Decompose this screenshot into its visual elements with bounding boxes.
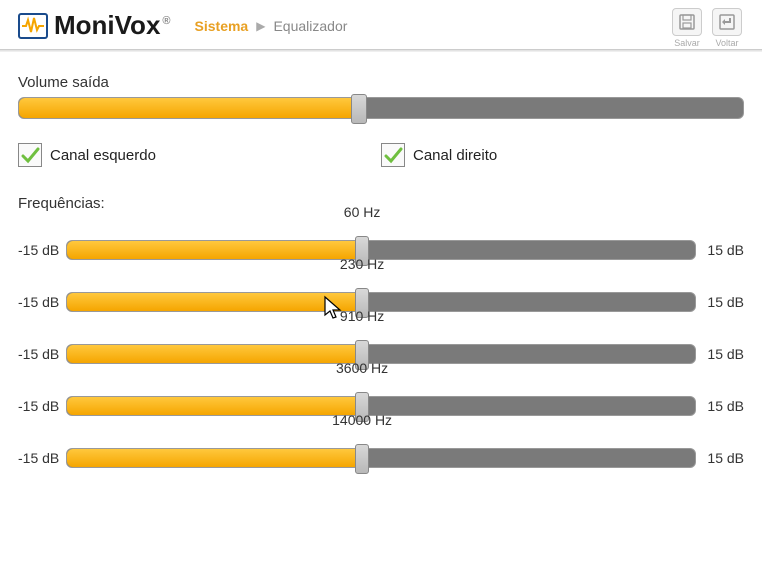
checkbox-right-channel[interactable]: Canal direito <box>381 143 744 167</box>
check-icon <box>383 145 403 165</box>
freq-fill <box>67 293 362 311</box>
back-icon <box>712 8 742 36</box>
brand-name: MoniVox <box>54 10 160 40</box>
freq-hz-label: 60 Hz <box>344 204 381 220</box>
header-actions: Salvar Voltar <box>670 8 744 48</box>
freq-row: 3600 Hz-15 dB15 dB <box>18 378 744 416</box>
breadcrumb-page: Equalizador <box>273 18 347 34</box>
breadcrumb-sep-icon: ▶ <box>256 19 265 33</box>
freq-max-db: 15 dB <box>696 242 744 258</box>
checkbox-right-box <box>381 143 405 167</box>
logo-text: MoniVox® <box>54 10 171 41</box>
logo: MoniVox® <box>18 10 171 41</box>
checkbox-left-label: Canal esquerdo <box>50 147 156 164</box>
header: MoniVox® Sistema ▶ Equalizador Salvar <box>0 0 762 49</box>
breadcrumb: Sistema ▶ Equalizador <box>195 18 348 34</box>
freq-row: 14000 Hz-15 dB15 dB <box>18 430 744 468</box>
freq-max-db: 15 dB <box>696 450 744 466</box>
content: Volume saída Canal esquerdo Canal direit… <box>0 52 762 468</box>
save-icon <box>672 8 702 36</box>
freq-track <box>66 448 696 468</box>
volume-fill <box>19 98 359 118</box>
freq-hz-label: 230 Hz <box>340 256 384 272</box>
freq-max-db: 15 dB <box>696 346 744 362</box>
freq-max-db: 15 dB <box>696 294 744 310</box>
volume-thumb[interactable] <box>351 94 367 124</box>
freq-thumb[interactable] <box>355 444 369 474</box>
checkbox-left-box <box>18 143 42 167</box>
frequency-bands: 60 Hz-15 dB15 dB230 Hz-15 dB15 dB910 Hz-… <box>18 222 744 468</box>
freq-row: 910 Hz-15 dB15 dB <box>18 326 744 364</box>
freq-min-db: -15 dB <box>18 450 66 466</box>
volume-track <box>18 97 744 119</box>
freq-hz-label: 14000 Hz <box>332 412 392 428</box>
voltar-button[interactable]: Voltar <box>710 8 744 48</box>
freq-fill <box>67 397 362 415</box>
freq-min-db: -15 dB <box>18 398 66 414</box>
freq-min-db: -15 dB <box>18 242 66 258</box>
volume-slider[interactable] <box>18 97 744 119</box>
check-icon <box>20 145 40 165</box>
freq-min-db: -15 dB <box>18 346 66 362</box>
brand-reg: ® <box>162 15 170 27</box>
salvar-label: Salvar <box>670 38 704 48</box>
freq-hz-label: 3600 Hz <box>336 360 388 376</box>
freq-row: 60 Hz-15 dB15 dB <box>18 222 744 260</box>
logo-icon <box>18 13 48 39</box>
voltar-label: Voltar <box>710 38 744 48</box>
breadcrumb-sistema[interactable]: Sistema <box>195 18 249 34</box>
freq-slider[interactable]: -15 dB 15 dB <box>18 448 744 468</box>
freq-fill <box>67 449 362 467</box>
salvar-button[interactable]: Salvar <box>670 8 704 48</box>
channel-checkboxes: Canal esquerdo Canal direito <box>18 143 744 167</box>
freq-fill <box>67 345 362 363</box>
frequencies-title: Frequências: <box>18 195 744 212</box>
volume-label: Volume saída <box>18 74 744 91</box>
freq-fill <box>67 241 362 259</box>
checkbox-left-channel[interactable]: Canal esquerdo <box>18 143 381 167</box>
freq-min-db: -15 dB <box>18 294 66 310</box>
freq-hz-label: 910 Hz <box>340 308 384 324</box>
freq-row: 230 Hz-15 dB15 dB <box>18 274 744 312</box>
checkbox-right-label: Canal direito <box>413 147 497 164</box>
freq-max-db: 15 dB <box>696 398 744 414</box>
